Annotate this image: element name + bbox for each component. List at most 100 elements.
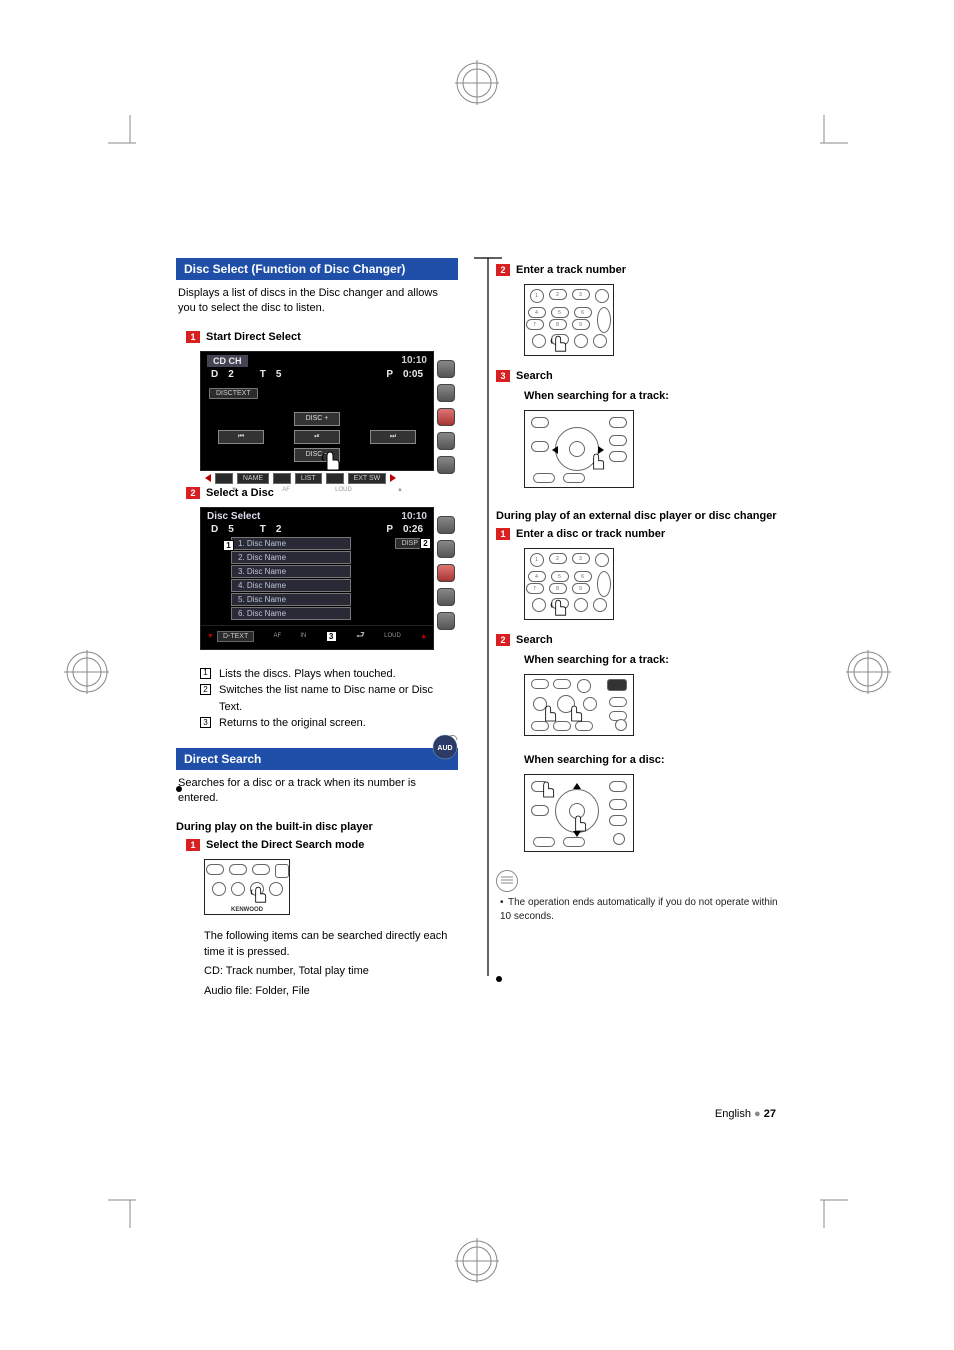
remote-key[interactable] xyxy=(252,864,270,875)
remote-key[interactable] xyxy=(609,435,627,446)
remote-key[interactable]: 1 xyxy=(530,289,544,303)
remote-key[interactable] xyxy=(531,417,549,428)
remote-key[interactable] xyxy=(533,837,555,847)
annot-num: 1 xyxy=(200,668,211,679)
remote-key[interactable] xyxy=(531,679,549,689)
remote-key[interactable] xyxy=(531,441,549,452)
step-title: Enter a track number xyxy=(516,264,626,276)
remote-key[interactable] xyxy=(532,598,546,612)
dtext-btn[interactable]: D-TEXT xyxy=(217,631,254,642)
remote-key[interactable] xyxy=(269,882,283,896)
remote-key[interactable] xyxy=(609,417,627,428)
p-label: P xyxy=(386,369,393,380)
disc-list-row[interactable]: 6. Disc Name xyxy=(231,607,351,620)
disc-list-row[interactable]: 4. Disc Name xyxy=(231,579,351,592)
remote-key[interactable]: 9 xyxy=(572,319,590,330)
touch-finger-icon xyxy=(537,777,557,799)
remote-key[interactable] xyxy=(563,473,585,483)
remote-key[interactable]: 9 xyxy=(572,583,590,594)
lcd-disc-select: Disc Select 10:10 D 5 T 2 P 0:26 1 DISP … xyxy=(200,507,434,650)
lcd-clock: 10:10 xyxy=(401,355,427,366)
remote-brand: KENWOOD xyxy=(205,907,289,913)
remote-key[interactable] xyxy=(532,334,546,348)
remote-key[interactable] xyxy=(574,334,588,348)
remote-key[interactable] xyxy=(593,598,607,612)
remote-key[interactable] xyxy=(595,553,609,567)
remote-key[interactable] xyxy=(609,815,627,826)
step-title: Search xyxy=(516,634,553,646)
step-num: 1 xyxy=(496,528,510,540)
remote-key[interactable] xyxy=(593,334,607,348)
disc-list-row[interactable]: 1. Disc Name xyxy=(231,537,351,550)
remote-key[interactable]: 7 xyxy=(526,583,544,594)
footer-blank[interactable] xyxy=(215,473,233,484)
remote-key[interactable] xyxy=(563,837,585,847)
remote-key[interactable] xyxy=(609,781,627,792)
remote-key[interactable]: 3 xyxy=(572,553,590,564)
dpad-center[interactable] xyxy=(569,441,585,457)
subhead-builtin-player: During play on the built-in disc player xyxy=(176,821,458,833)
loud-label: LOUD xyxy=(335,487,352,493)
remote-key[interactable]: 2 xyxy=(549,289,567,300)
remote-key[interactable]: 6 xyxy=(574,571,592,582)
remote-key[interactable] xyxy=(574,598,588,612)
remote-key[interactable] xyxy=(553,679,571,689)
remote-key[interactable]: 4 xyxy=(528,571,546,582)
remote-key[interactable] xyxy=(613,833,625,845)
remote-key[interactable]: 6 xyxy=(574,307,592,318)
disc-list-row[interactable]: 3. Disc Name xyxy=(231,565,351,578)
remote-key[interactable] xyxy=(212,882,226,896)
remote-key[interactable]: 7 xyxy=(526,319,544,330)
disc-list-row[interactable]: 2. Disc Name xyxy=(231,551,351,564)
disc-plus-btn[interactable]: DISC + xyxy=(294,412,340,426)
t-label: T xyxy=(260,369,266,380)
remote-key[interactable] xyxy=(609,799,627,810)
remote-key[interactable] xyxy=(607,679,627,691)
remote-key[interactable] xyxy=(206,864,224,875)
disctext-btn[interactable]: DISCTEXT xyxy=(209,388,258,399)
badge-1: 1 xyxy=(223,540,234,551)
remote-key[interactable]: 8 xyxy=(549,319,567,330)
side-icon xyxy=(437,456,455,474)
side-icon xyxy=(437,612,455,630)
remote-key[interactable] xyxy=(595,289,609,303)
playpause-btn[interactable]: ⏯ xyxy=(294,430,340,444)
footer-name[interactable]: NAME xyxy=(237,473,269,484)
step-num: 3 xyxy=(496,370,510,382)
remote-key[interactable]: 3 xyxy=(572,289,590,300)
step-num: 1 xyxy=(186,331,200,343)
remote-key[interactable] xyxy=(531,805,549,816)
remote-key[interactable]: 5 xyxy=(551,307,569,318)
annot-text: Switches the list name to Disc name or D… xyxy=(217,682,458,715)
page-footer: English ● 27 xyxy=(715,1108,776,1120)
footer-blank3[interactable] xyxy=(326,473,344,484)
footer-extsw[interactable]: EXT SW xyxy=(348,473,387,484)
t-val: 2 xyxy=(276,524,282,535)
p-val: 0:05 xyxy=(403,369,423,380)
prev-btn[interactable]: ⏮ xyxy=(218,430,264,444)
step-title: Select the Direct Search mode xyxy=(206,839,364,851)
t-val: 5 xyxy=(276,369,282,380)
remote-key[interactable] xyxy=(533,473,555,483)
disc-list-row[interactable]: 5. Disc Name xyxy=(231,593,351,606)
remote-key[interactable] xyxy=(609,451,627,462)
remote-key[interactable] xyxy=(609,697,627,707)
remote-key[interactable]: 4 xyxy=(528,307,546,318)
remote-key[interactable]: 8 xyxy=(549,583,567,594)
remote-key[interactable] xyxy=(615,719,627,731)
step-num: 2 xyxy=(186,487,200,499)
footer-blank2[interactable] xyxy=(273,473,291,484)
flow-dot xyxy=(496,976,502,982)
remote-key[interactable] xyxy=(577,679,591,693)
d-val: 5 xyxy=(228,524,234,535)
side-icon xyxy=(437,564,455,582)
remote-key[interactable]: 5 xyxy=(551,571,569,582)
footer-list[interactable]: LIST xyxy=(295,473,322,484)
remote-key[interactable]: 2 xyxy=(549,553,567,564)
remote-key[interactable]: 1 xyxy=(530,553,544,567)
remote-key[interactable] xyxy=(583,697,597,711)
remote-key[interactable] xyxy=(229,864,247,875)
next-btn[interactable]: ⏭ xyxy=(370,430,416,444)
remote-key[interactable] xyxy=(275,864,289,878)
remote-key[interactable] xyxy=(231,882,245,896)
